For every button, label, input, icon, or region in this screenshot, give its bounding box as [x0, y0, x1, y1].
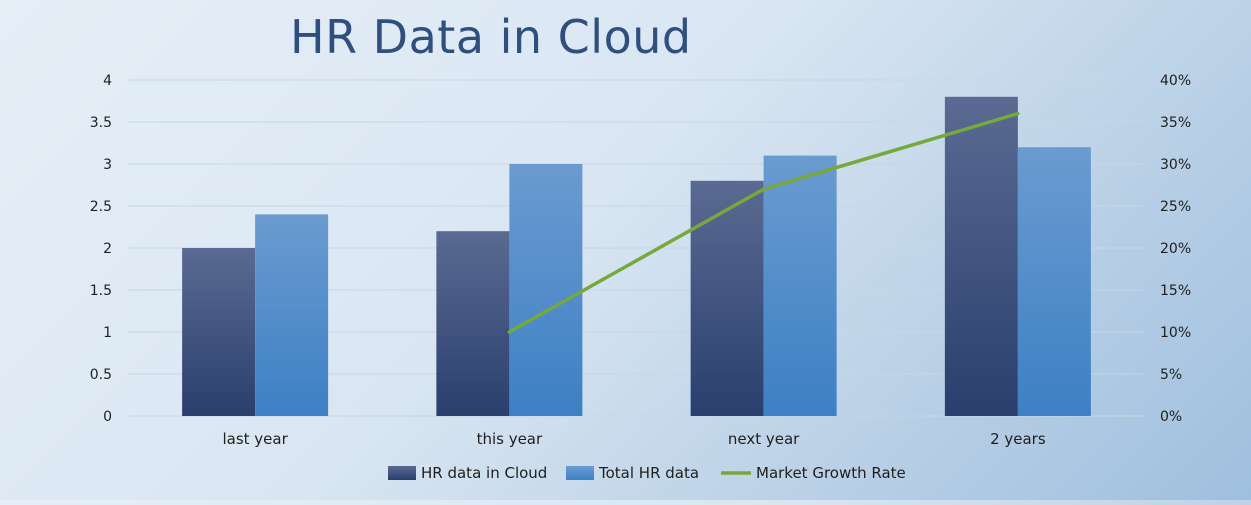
legend-total-hr-data-swatch: [566, 466, 594, 480]
x-tick-label: next year: [728, 430, 800, 448]
y-left-tick-label: 3: [103, 157, 112, 173]
y-right-tick-label: 30%: [1160, 157, 1191, 173]
y-right-tick-label: 25%: [1160, 199, 1191, 215]
y-right-tick-label: 35%: [1160, 115, 1191, 131]
x-tick-label: this year: [477, 430, 543, 448]
bar-hr-data-in-cloud: [690, 180, 764, 416]
y-left-tick-label: 4: [103, 73, 112, 89]
y-left-tick-label: 3.5: [90, 115, 112, 131]
y-left-tick-label: 0.5: [90, 367, 112, 383]
bar-total-hr-data: [1017, 147, 1091, 416]
y-right-tick-label: 20%: [1160, 241, 1191, 257]
y-left-tick-label: 2.5: [90, 199, 112, 215]
legend-total-hr-data-label: Total HR data: [598, 464, 699, 482]
chart-title: HR Data in Cloud: [290, 10, 692, 64]
bar-hr-data-in-cloud: [182, 248, 256, 416]
legend-hr-data-in-cloud-label: HR data in Cloud: [421, 464, 547, 482]
y-left-tick-label: 2: [103, 241, 112, 257]
bar-total-hr-data: [763, 155, 837, 416]
bar-hr-data-in-cloud: [944, 96, 1018, 417]
y-right-tick-label: 15%: [1160, 283, 1191, 299]
line-market-growth-rate: [507, 111, 1020, 334]
bar-total-hr-data: [509, 164, 583, 416]
x-tick-label: last year: [222, 430, 288, 448]
legend-market-growth-rate-label: Market Growth Rate: [756, 464, 906, 482]
y-right-tick-label: 40%: [1160, 73, 1191, 89]
y-right-tick-label: 5%: [1160, 367, 1182, 383]
legend-hr-data-in-cloud-swatch: [388, 466, 416, 480]
y-left-tick-label: 0: [103, 409, 112, 425]
bar-total-hr-data: [255, 214, 329, 416]
bar-hr-data-in-cloud: [436, 231, 510, 416]
x-tick-label: 2 years: [990, 430, 1046, 448]
y-right-tick-label: 0%: [1160, 409, 1182, 425]
y-left-tick-label: 1.5: [90, 283, 112, 299]
y-right-tick-label: 10%: [1160, 325, 1191, 341]
y-left-tick-label: 1: [103, 325, 112, 341]
